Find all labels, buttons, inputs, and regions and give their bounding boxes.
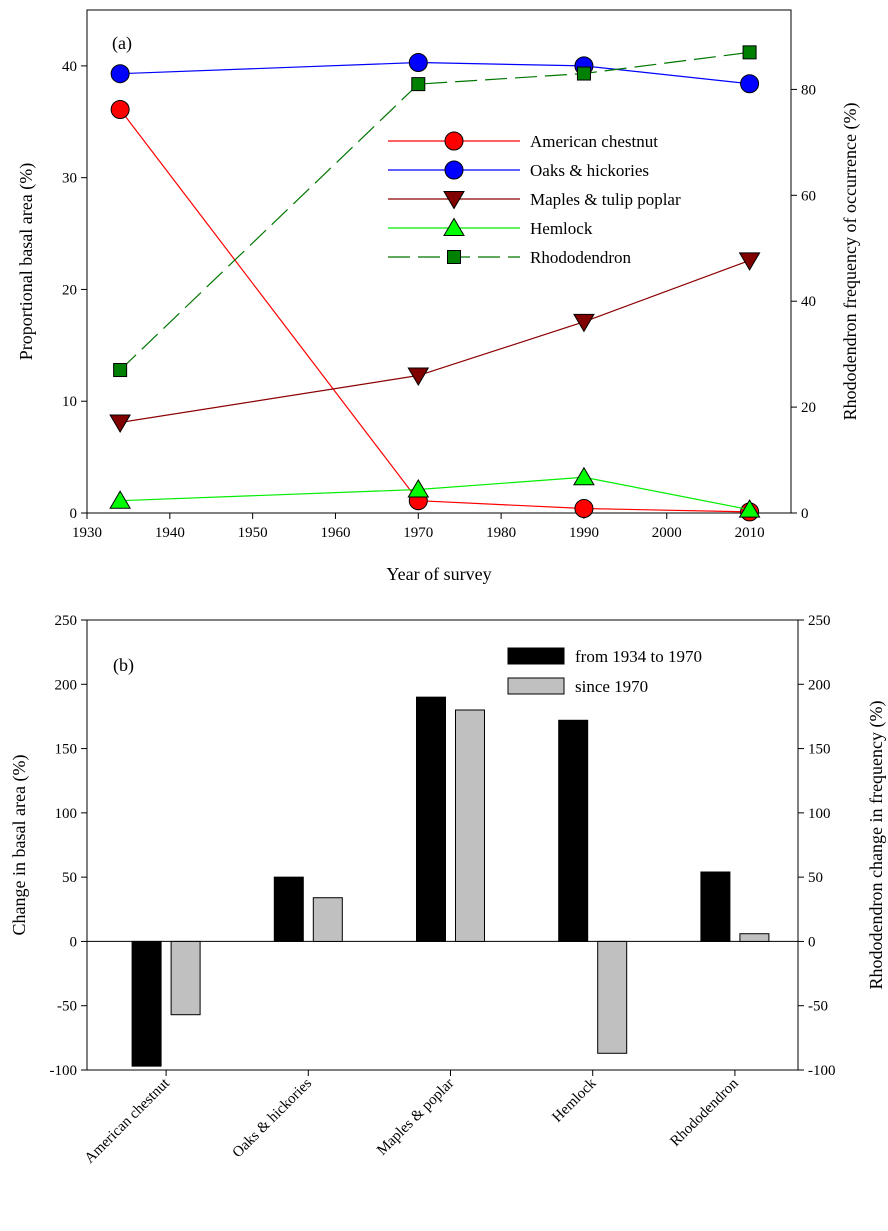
panel-b-x-tick-label: Hemlock: [549, 1075, 600, 1126]
bar-from-1934-to-1970-american-chestnut: [131, 940, 162, 1067]
legend-swatch-since-1970: [507, 677, 565, 695]
legend-marker-hemlock: [443, 217, 465, 236]
panel-a-y-tick-label: 20: [62, 282, 77, 298]
bar-since-1970-american-chestnut: [170, 940, 201, 1016]
panel-a-x-tick-label: 2000: [652, 525, 682, 541]
panel-a-y2-tick-label: 40: [801, 294, 816, 310]
panel-b-y-tick-label: 100: [55, 806, 78, 822]
panel-b-y2-axis-label: Rhododendron change in frequency (%): [866, 701, 887, 990]
panel-b-y-tick-label: 200: [55, 677, 78, 693]
panel-a-x-tick-label: 1950: [238, 525, 268, 541]
legend-label-since-1970: since 1970: [575, 677, 648, 696]
panel-a-y-axis-label: Proportional basal area (%): [16, 163, 37, 360]
panel-b-y2-tick-label: 50: [808, 870, 823, 886]
bar-since-1970-hemlock: [597, 940, 628, 1054]
legend-label-from-1934-to-1970: from 1934 to 1970: [575, 647, 702, 666]
bar-from-1934-to-1970-oaks-and-hickories: [273, 876, 304, 942]
panel-b-y-tick-label: 150: [55, 742, 78, 758]
panel-b-x-tick-label: Oaks & hickories: [230, 1075, 316, 1161]
data-point-rhododendron: [113, 363, 128, 378]
panel-a-label: (a): [112, 33, 132, 54]
data-point-hemlock: [407, 479, 430, 498]
legend-marker-oaks-and-hickories: [444, 160, 464, 180]
panel-a-x-axis-label: Year of survey: [386, 564, 491, 584]
legend-label-american-chestnut: American chestnut: [530, 132, 658, 151]
series-line-rhododendron: [119, 51, 750, 371]
bar-since-1970-maples-and-poplar: [455, 709, 485, 942]
legend-swatch-from-1934-to-1970: [507, 647, 565, 665]
data-point-rhododendron: [411, 77, 426, 92]
bar-from-1934-to-1970-maples-and-poplar: [416, 696, 446, 942]
panel-b-label: (b): [113, 655, 134, 676]
panel-b-y-tick-label: -50: [57, 999, 77, 1015]
legend-label-oaks-and-hickories: Oaks & hickories: [530, 161, 649, 180]
series-line-oaks-and-hickories: [120, 61, 750, 85]
panel-a-y-tick-label: 40: [62, 59, 77, 75]
panel-b-y-axis-label: Change in basal area (%): [9, 755, 30, 936]
legend-marker-maples-and-tulip-poplar: [443, 191, 465, 210]
panel-a-x-tick-label: 1960: [320, 525, 350, 541]
panel-b-y2-tick-label: 200: [808, 677, 831, 693]
legend-marker-rhododendron: [447, 250, 461, 264]
bar-since-1970-oaks-and-hickories: [312, 897, 343, 942]
panel-a-y-tick-label: 10: [62, 394, 77, 410]
panel-a-x-tick-label: 1940: [155, 525, 185, 541]
bar-from-1934-to-1970-hemlock: [558, 719, 589, 942]
panel-a-x-tick-label: 1980: [486, 525, 516, 541]
data-point-maples-and-tulip-poplar: [407, 367, 430, 386]
series-line-american-chestnut: [119, 109, 750, 513]
bar-since-1970-rhododendron: [739, 933, 770, 942]
panel-a-y-tick-label: 0: [70, 506, 78, 522]
data-point-maples-and-tulip-poplar: [109, 414, 132, 433]
panel-a-y2-tick-label: 0: [801, 506, 809, 522]
panel-a-plot-frame: [86, 9, 792, 514]
data-point-oaks-and-hickories: [408, 53, 428, 73]
legend-label-hemlock: Hemlock: [530, 219, 593, 238]
data-point-maples-and-tulip-poplar: [738, 252, 761, 271]
panel-a-x-tick-label: 2010: [735, 525, 765, 541]
data-point-american-chestnut: [574, 499, 594, 519]
panel-b-y2-tick-label: 100: [808, 806, 831, 822]
panel-b-plot-frame: [86, 619, 799, 1071]
panel-a-y-tick-label: 30: [62, 171, 77, 187]
data-point-hemlock: [573, 466, 595, 486]
series-line-hemlock: [120, 476, 750, 511]
data-point-hemlock: [109, 490, 132, 509]
panel-b-y2-tick-label: -100: [808, 1063, 836, 1079]
bar-from-1934-to-1970-rhododendron: [700, 871, 731, 942]
panel-a-y2-tick-label: 80: [801, 82, 816, 98]
legend-marker-american-chestnut: [444, 131, 464, 151]
data-point-oaks-and-hickories: [740, 74, 760, 94]
panel-b-x-tick-label: Maples & poplar: [374, 1076, 457, 1159]
data-point-rhododendron: [576, 66, 591, 81]
legend-label-rhododendron: Rhododendron: [530, 248, 632, 267]
series-line-maples-and-tulip-poplar: [120, 259, 750, 424]
data-point-hemlock: [738, 499, 761, 518]
panel-b-y-tick-label: 250: [55, 613, 78, 629]
data-point-maples-and-tulip-poplar: [573, 313, 595, 333]
panel-b-y-tick-label: 50: [62, 870, 77, 886]
data-point-rhododendron: [742, 45, 757, 60]
legend-label-maples-and-tulip-poplar: Maples & tulip poplar: [530, 190, 681, 209]
panel-b-y2-tick-label: 250: [808, 613, 831, 629]
panel-b-x-tick-label: Rhododendron: [667, 1075, 742, 1150]
panel-b-y2-tick-label: 150: [808, 742, 831, 758]
panel-a-x-tick-label: 1970: [403, 525, 433, 541]
panel-a-y2-tick-label: 60: [801, 188, 816, 204]
data-point-american-chestnut: [110, 99, 130, 119]
panel-a-y2-tick-label: 20: [801, 400, 816, 416]
data-point-oaks-and-hickories: [110, 64, 130, 84]
panel-a-x-tick-label: 1990: [569, 525, 599, 541]
panel-b-y2-tick-label: -50: [808, 999, 828, 1015]
panel-a-y2-axis-label: Rhododendron frequency of occurrence (%): [840, 103, 861, 421]
panel-b-y-tick-label: 0: [70, 934, 78, 950]
panel-a-x-tick-label: 1930: [72, 525, 102, 541]
panel-b-x-tick-label: American chestnut: [82, 1075, 174, 1167]
panel-b-y-tick-label: -100: [50, 1063, 78, 1079]
panel-b-y2-tick-label: 0: [808, 934, 816, 950]
